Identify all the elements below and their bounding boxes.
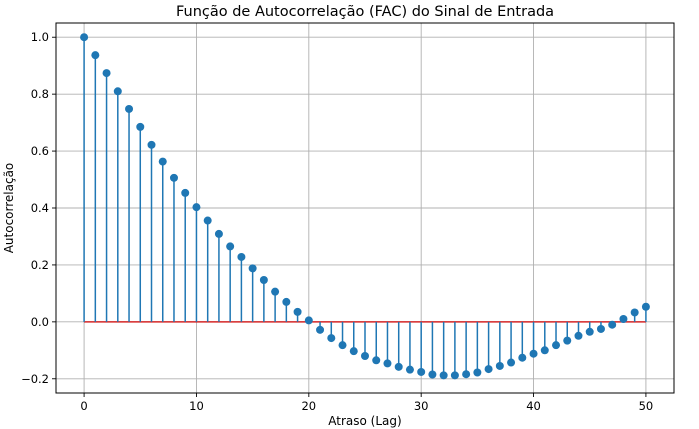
stem-marker [80, 33, 89, 42]
stem-marker [214, 229, 223, 238]
y-tick-label: 0.0 [31, 315, 49, 329]
y-tick-label: −0.2 [21, 372, 49, 386]
x-tick-label: 50 [639, 399, 654, 413]
stem-marker [563, 336, 572, 345]
stem-marker [540, 346, 549, 355]
stem-marker [428, 370, 437, 379]
markers [80, 33, 650, 380]
stem-marker [507, 358, 516, 367]
stem-marker [630, 308, 639, 317]
y-tick-label: 0.2 [31, 258, 49, 272]
stem-marker [102, 69, 111, 78]
x-tick-label: 10 [189, 399, 204, 413]
stem-marker [372, 356, 381, 365]
x-tick-label: 20 [301, 399, 316, 413]
stem-marker [237, 252, 246, 261]
stem-marker [473, 368, 482, 377]
stem-marker [450, 371, 459, 380]
stem-marker [203, 216, 212, 225]
stems [83, 37, 647, 376]
stem-marker [484, 365, 493, 374]
stem-marker [361, 352, 369, 360]
stem-marker [282, 297, 291, 306]
x-tick-label: 0 [80, 399, 87, 413]
grid-lines [56, 23, 674, 393]
stem-marker [641, 302, 650, 311]
stem-marker [226, 242, 235, 251]
stem-marker [136, 122, 145, 131]
stem-marker [439, 371, 448, 380]
y-tick-label: 1.0 [31, 30, 49, 44]
stem-marker [383, 359, 392, 368]
y-tick-label: 0.6 [31, 144, 49, 158]
stem-marker [349, 347, 358, 356]
stem-marker [304, 316, 313, 325]
y-tick-label: 0.8 [31, 87, 49, 101]
stem-marker [585, 327, 594, 336]
stem-marker [596, 324, 605, 333]
stem-marker [248, 264, 257, 273]
x-tick-label: 40 [526, 399, 541, 413]
stem-marker [259, 276, 268, 285]
stem-marker [394, 362, 403, 371]
stem-marker [552, 341, 561, 350]
y-axis-label: Autocorrelação [2, 163, 16, 254]
stem-marker [293, 307, 302, 316]
stem-marker [113, 87, 122, 96]
stem-marker [91, 51, 100, 60]
x-axis-label: Atraso (Lag) [328, 414, 401, 428]
chart-title: Função de Autocorrelação (FAC) do Sinal … [176, 4, 554, 20]
y-tick-label: 0.4 [31, 201, 49, 215]
stem-marker [192, 203, 201, 212]
stem-marker [405, 365, 414, 374]
stem-marker [608, 320, 617, 329]
stem-marker [462, 370, 471, 379]
stem-marker [181, 188, 190, 197]
stem-marker [158, 157, 167, 166]
stem-marker [338, 341, 347, 350]
stem-marker [574, 331, 583, 340]
stem-marker [125, 104, 134, 113]
x-tick-label: 30 [414, 399, 429, 413]
stem-marker [417, 367, 426, 376]
stem-marker [169, 173, 178, 182]
axis-ticks: 0 10 20 30 40 50 −0.2 0.0 0.2 0.4 0.6 0.8 1.0 [21, 30, 653, 413]
stem-marker [147, 140, 156, 149]
stem-marker [619, 315, 628, 323]
stem-marker [529, 349, 538, 358]
stem-marker [518, 353, 527, 362]
stem-marker [327, 334, 336, 343]
stem-marker [271, 287, 280, 296]
stem-marker [316, 325, 325, 334]
stem-marker [495, 361, 504, 370]
